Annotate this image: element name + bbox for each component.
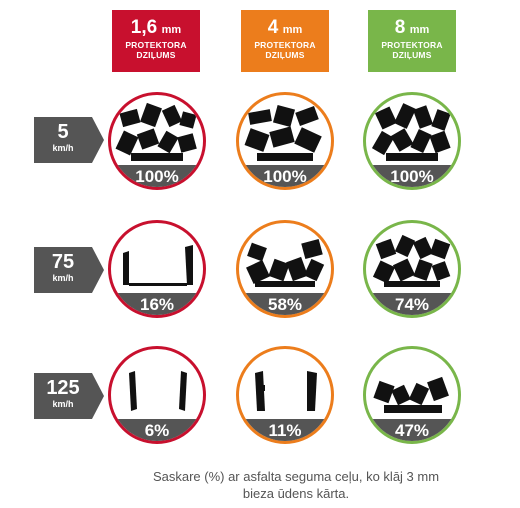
- contact-circle-75kmh-1-6mm: 16%: [108, 220, 206, 318]
- grip-percent: 100%: [239, 165, 331, 187]
- header-mm-unit: mm: [161, 24, 182, 36]
- header-line1: PROTEKTORA: [381, 40, 443, 50]
- contact-circle-125kmh-8mm: 47%: [363, 346, 461, 444]
- header-mm-unit: mm: [409, 24, 430, 36]
- speed-unit: km/h: [52, 273, 74, 283]
- contact-circle-125kmh-1-6mm: 6%: [108, 346, 206, 444]
- header-line2: DZIĻUMS: [136, 50, 176, 60]
- caption-line2: bieza ūdens kārta.: [242, 486, 350, 501]
- header-mm-unit: mm: [282, 24, 303, 36]
- grip-percent: 74%: [366, 293, 458, 315]
- arrow-tag-icon: [34, 373, 104, 419]
- speed-value: 125: [46, 377, 80, 399]
- speed-tag-125: 125 km/h: [34, 373, 104, 419]
- contact-circle-5kmh-4mm: 100%: [236, 92, 334, 190]
- grip-percent: 11%: [239, 419, 331, 441]
- header-mm-value: 1,6: [130, 17, 158, 38]
- speed-tag-75: 75 km/h: [34, 247, 104, 293]
- header-line1: PROTEKTORA: [125, 40, 187, 50]
- tread-footprint-icon: [246, 238, 325, 287]
- contact-circle-75kmh-8mm: 74%: [363, 220, 461, 318]
- tread-footprint-icon: [244, 104, 322, 161]
- grip-percent: 100%: [366, 165, 458, 187]
- tread-footprint-icon: [129, 371, 187, 411]
- grip-percent: 6%: [111, 419, 203, 441]
- header-line2: DZIĻUMS: [392, 50, 432, 60]
- caption-line1: Saskare (%) ar asfalta seguma ceļu, ko k…: [152, 469, 440, 484]
- tread-footprint-icon: [123, 245, 193, 286]
- grip-percent: 16%: [111, 293, 203, 315]
- speed-unit: km/h: [52, 399, 74, 409]
- speed-unit: km/h: [52, 143, 74, 153]
- arrow-tag-icon: [34, 247, 104, 293]
- speed-value: 75: [51, 251, 75, 273]
- tread-footprint-icon: [115, 102, 197, 161]
- speed-value: 5: [57, 121, 69, 143]
- header-1-6mm: 1,6 mm PROTEKTORA DZIĻUMS: [112, 10, 200, 72]
- contact-circle-75kmh-4mm: 58%: [236, 220, 334, 318]
- caption: Saskare (%) ar asfalta seguma ceļu, ko k…: [106, 468, 486, 502]
- grip-percent: 58%: [239, 293, 331, 315]
- tread-footprint-icon: [372, 234, 451, 287]
- speed-tag-5: 5 km/h: [34, 117, 104, 163]
- contact-circle-125kmh-4mm: 11%: [236, 346, 334, 444]
- grip-percent: 47%: [366, 419, 458, 441]
- tread-footprint-icon: [373, 376, 449, 413]
- header-mm-value: 4: [267, 17, 279, 38]
- tread-footprint-icon: [371, 103, 451, 161]
- grip-percent: 100%: [111, 165, 203, 187]
- arrow-tag-icon: [34, 117, 104, 163]
- header-4mm: 4 mm PROTEKTORA DZIĻUMS: [241, 10, 329, 72]
- tread-footprint-icon: [255, 371, 317, 411]
- contact-circle-5kmh-1-6mm: 100%: [108, 92, 206, 190]
- contact-circle-5kmh-8mm: 100%: [363, 92, 461, 190]
- header-line1: PROTEKTORA: [254, 40, 316, 50]
- header-8mm: 8 mm PROTEKTORA DZIĻUMS: [368, 10, 456, 72]
- header-mm-value: 8: [394, 17, 406, 38]
- header-line2: DZIĻUMS: [265, 50, 305, 60]
